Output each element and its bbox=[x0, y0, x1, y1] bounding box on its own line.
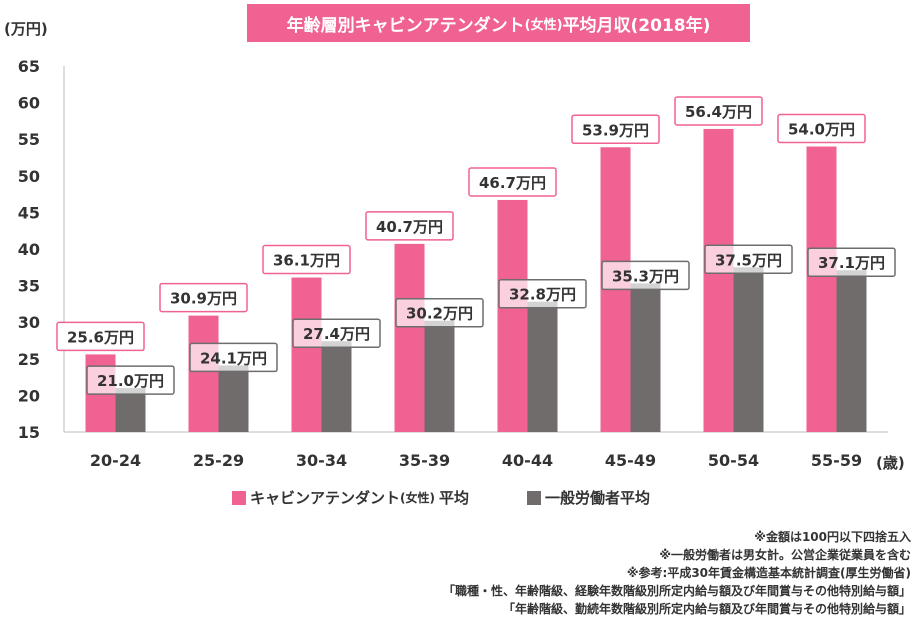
bar-ca-35-39 bbox=[394, 243, 425, 432]
data-label-ca-40-44: 46.7万円 bbox=[479, 174, 546, 192]
data-label-box-ca-40-44 bbox=[468, 167, 557, 197]
legend-swatch-ca bbox=[232, 490, 246, 505]
y-tick-label-60: 60 bbox=[18, 94, 40, 113]
bar-general-30-34 bbox=[321, 341, 352, 432]
x-tick-label-20-24: 20-24 bbox=[90, 451, 141, 470]
data-label-box-ca-20-24 bbox=[56, 321, 145, 352]
data-label-general-50-54: 37.5万円 bbox=[715, 251, 782, 269]
data-label-box-ca-25-29 bbox=[159, 282, 248, 313]
y-tick-label-35: 35 bbox=[18, 277, 40, 296]
data-label-box-ca-50-54 bbox=[674, 96, 763, 126]
data-label-general-30-34: 27.4万円 bbox=[303, 325, 370, 343]
x-tick-label-25-29: 25-29 bbox=[193, 451, 244, 470]
data-label-ca-55-59: 54.0万円 bbox=[788, 121, 855, 139]
bar-general-20-24 bbox=[115, 388, 146, 432]
data-label-general-45-49: 35.3万円 bbox=[612, 267, 679, 285]
y-tick-label-30: 30 bbox=[18, 313, 40, 332]
bar-general-50-54 bbox=[733, 267, 764, 432]
data-label-box-general-35-39 bbox=[395, 297, 484, 328]
y-tick-label-40: 40 bbox=[18, 240, 40, 259]
y-tick-label-45: 45 bbox=[18, 203, 40, 222]
y-tick-label-50: 50 bbox=[18, 167, 40, 186]
bar-general-55-59 bbox=[836, 270, 867, 432]
data-label-box-general-40-44 bbox=[498, 278, 587, 309]
data-label-general-20-24: 21.0万円 bbox=[97, 372, 164, 390]
data-label-general-55-59: 37.1万円 bbox=[818, 254, 885, 272]
y-axis-unit-label: (万円) bbox=[4, 20, 48, 38]
legend-label-ca: キャビンアテンダント bbox=[250, 489, 401, 507]
bar-ca-30-34 bbox=[291, 277, 322, 432]
legend-label-general: 一般労働者平均 bbox=[545, 489, 651, 507]
y-tick-label-55: 55 bbox=[18, 130, 40, 149]
y-tick-label-25: 25 bbox=[18, 350, 40, 369]
data-label-box-ca-35-39 bbox=[365, 211, 454, 241]
data-label-box-ca-45-49 bbox=[571, 114, 660, 145]
bar-general-40-44 bbox=[527, 301, 558, 432]
x-tick-label-55-59: 55-59 bbox=[811, 451, 862, 470]
legend-item-general: 一般労働者平均 bbox=[527, 487, 650, 508]
footnote-workers: ※一般労働者は男女計。公営企業従業員を含む bbox=[659, 548, 911, 562]
y-tick-label-65: 65 bbox=[18, 57, 40, 76]
data-label-general-25-29: 24.1万円 bbox=[200, 349, 267, 367]
x-tick-label-30-34: 30-34 bbox=[296, 451, 347, 470]
y-tick-label-15: 15 bbox=[18, 423, 40, 442]
data-label-ca-30-34: 36.1万円 bbox=[273, 252, 340, 270]
footnotes: ※金額は100円以下四捨五入 ※一般労働者は男女計。公営企業従業員を含む ※参考… bbox=[443, 528, 911, 618]
data-label-ca-50-54: 56.4万円 bbox=[685, 103, 752, 121]
data-label-ca-45-49: 53.9万円 bbox=[582, 121, 649, 139]
x-axis-unit-label: (歳) bbox=[876, 454, 905, 472]
x-tick-label-35-39: 35-39 bbox=[399, 451, 450, 470]
data-label-ca-35-39: 40.7万円 bbox=[376, 218, 443, 236]
data-label-general-40-44: 32.8万円 bbox=[509, 286, 576, 304]
data-label-ca-25-29: 30.9万円 bbox=[170, 290, 237, 308]
data-label-ca-20-24: 25.6万円 bbox=[67, 328, 134, 346]
bar-ca-25-29 bbox=[188, 315, 219, 432]
footnote-source: ※参考:平成30年賃金構造基本統計調査(厚生労働省) bbox=[626, 566, 911, 580]
bar-general-45-49 bbox=[630, 283, 661, 432]
footnote-source-table-1: 「職種・性、年齢階級、経験年数階級別所定内給与額及び年間賞与その他特別給与額」 bbox=[442, 584, 911, 598]
bar-ca-55-59 bbox=[806, 146, 837, 432]
legend: キャビンアテンダント (女性) 平均 一般労働者平均 bbox=[232, 487, 708, 508]
footnote-rounding: ※金額は100円以下四捨五入 bbox=[754, 530, 911, 544]
chart-title-paren: (女性) bbox=[524, 17, 563, 33]
y-tick-label-20: 20 bbox=[18, 386, 40, 405]
x-tick-label-50-54: 50-54 bbox=[708, 451, 759, 470]
bar-ca-40-44 bbox=[497, 199, 528, 432]
chart-title: 年齢層別キャビンアテンダント (女性) 平均月収(2018年) bbox=[247, 4, 750, 42]
x-tick-label-45-49: 45-49 bbox=[605, 451, 656, 470]
bar-general-25-29 bbox=[218, 365, 249, 432]
data-label-box-general-45-49 bbox=[601, 260, 690, 291]
data-label-general-35-39: 30.2万円 bbox=[406, 305, 473, 323]
legend-label-ca-paren: (女性) bbox=[400, 491, 435, 505]
bar-chart: 15 20 25 30 35 40 45 50 55 60 65 20-24 25-29 30-34 35-… bbox=[18, 57, 896, 470]
data-label-box-general-30-34 bbox=[292, 318, 381, 348]
data-label-box-ca-55-59 bbox=[777, 113, 866, 144]
chart-title-tail: 平均月収(2018年) bbox=[562, 15, 711, 36]
data-label-box-ca-30-34 bbox=[262, 244, 351, 275]
data-label-box-general-20-24 bbox=[86, 365, 175, 395]
bar-ca-50-54 bbox=[703, 128, 734, 432]
x-tick-label-40-44: 40-44 bbox=[502, 451, 553, 470]
bar-general-35-39 bbox=[424, 320, 455, 432]
chart-title-main: 年齢層別キャビンアテンダント bbox=[286, 15, 525, 36]
legend-label-ca-tail: 平均 bbox=[439, 489, 470, 507]
data-label-box-general-55-59 bbox=[807, 247, 896, 277]
data-label-box-general-50-54 bbox=[704, 244, 793, 275]
data-label-box-general-25-29 bbox=[189, 342, 278, 373]
legend-item-ca: キャビンアテンダント (女性) 平均 bbox=[232, 487, 469, 508]
footnote-source-table-2: 「年齢階級、勤続年数階級別所定内給与額及び年間賞与その他特別給与額」 bbox=[502, 602, 911, 616]
legend-swatch-general bbox=[527, 490, 542, 505]
